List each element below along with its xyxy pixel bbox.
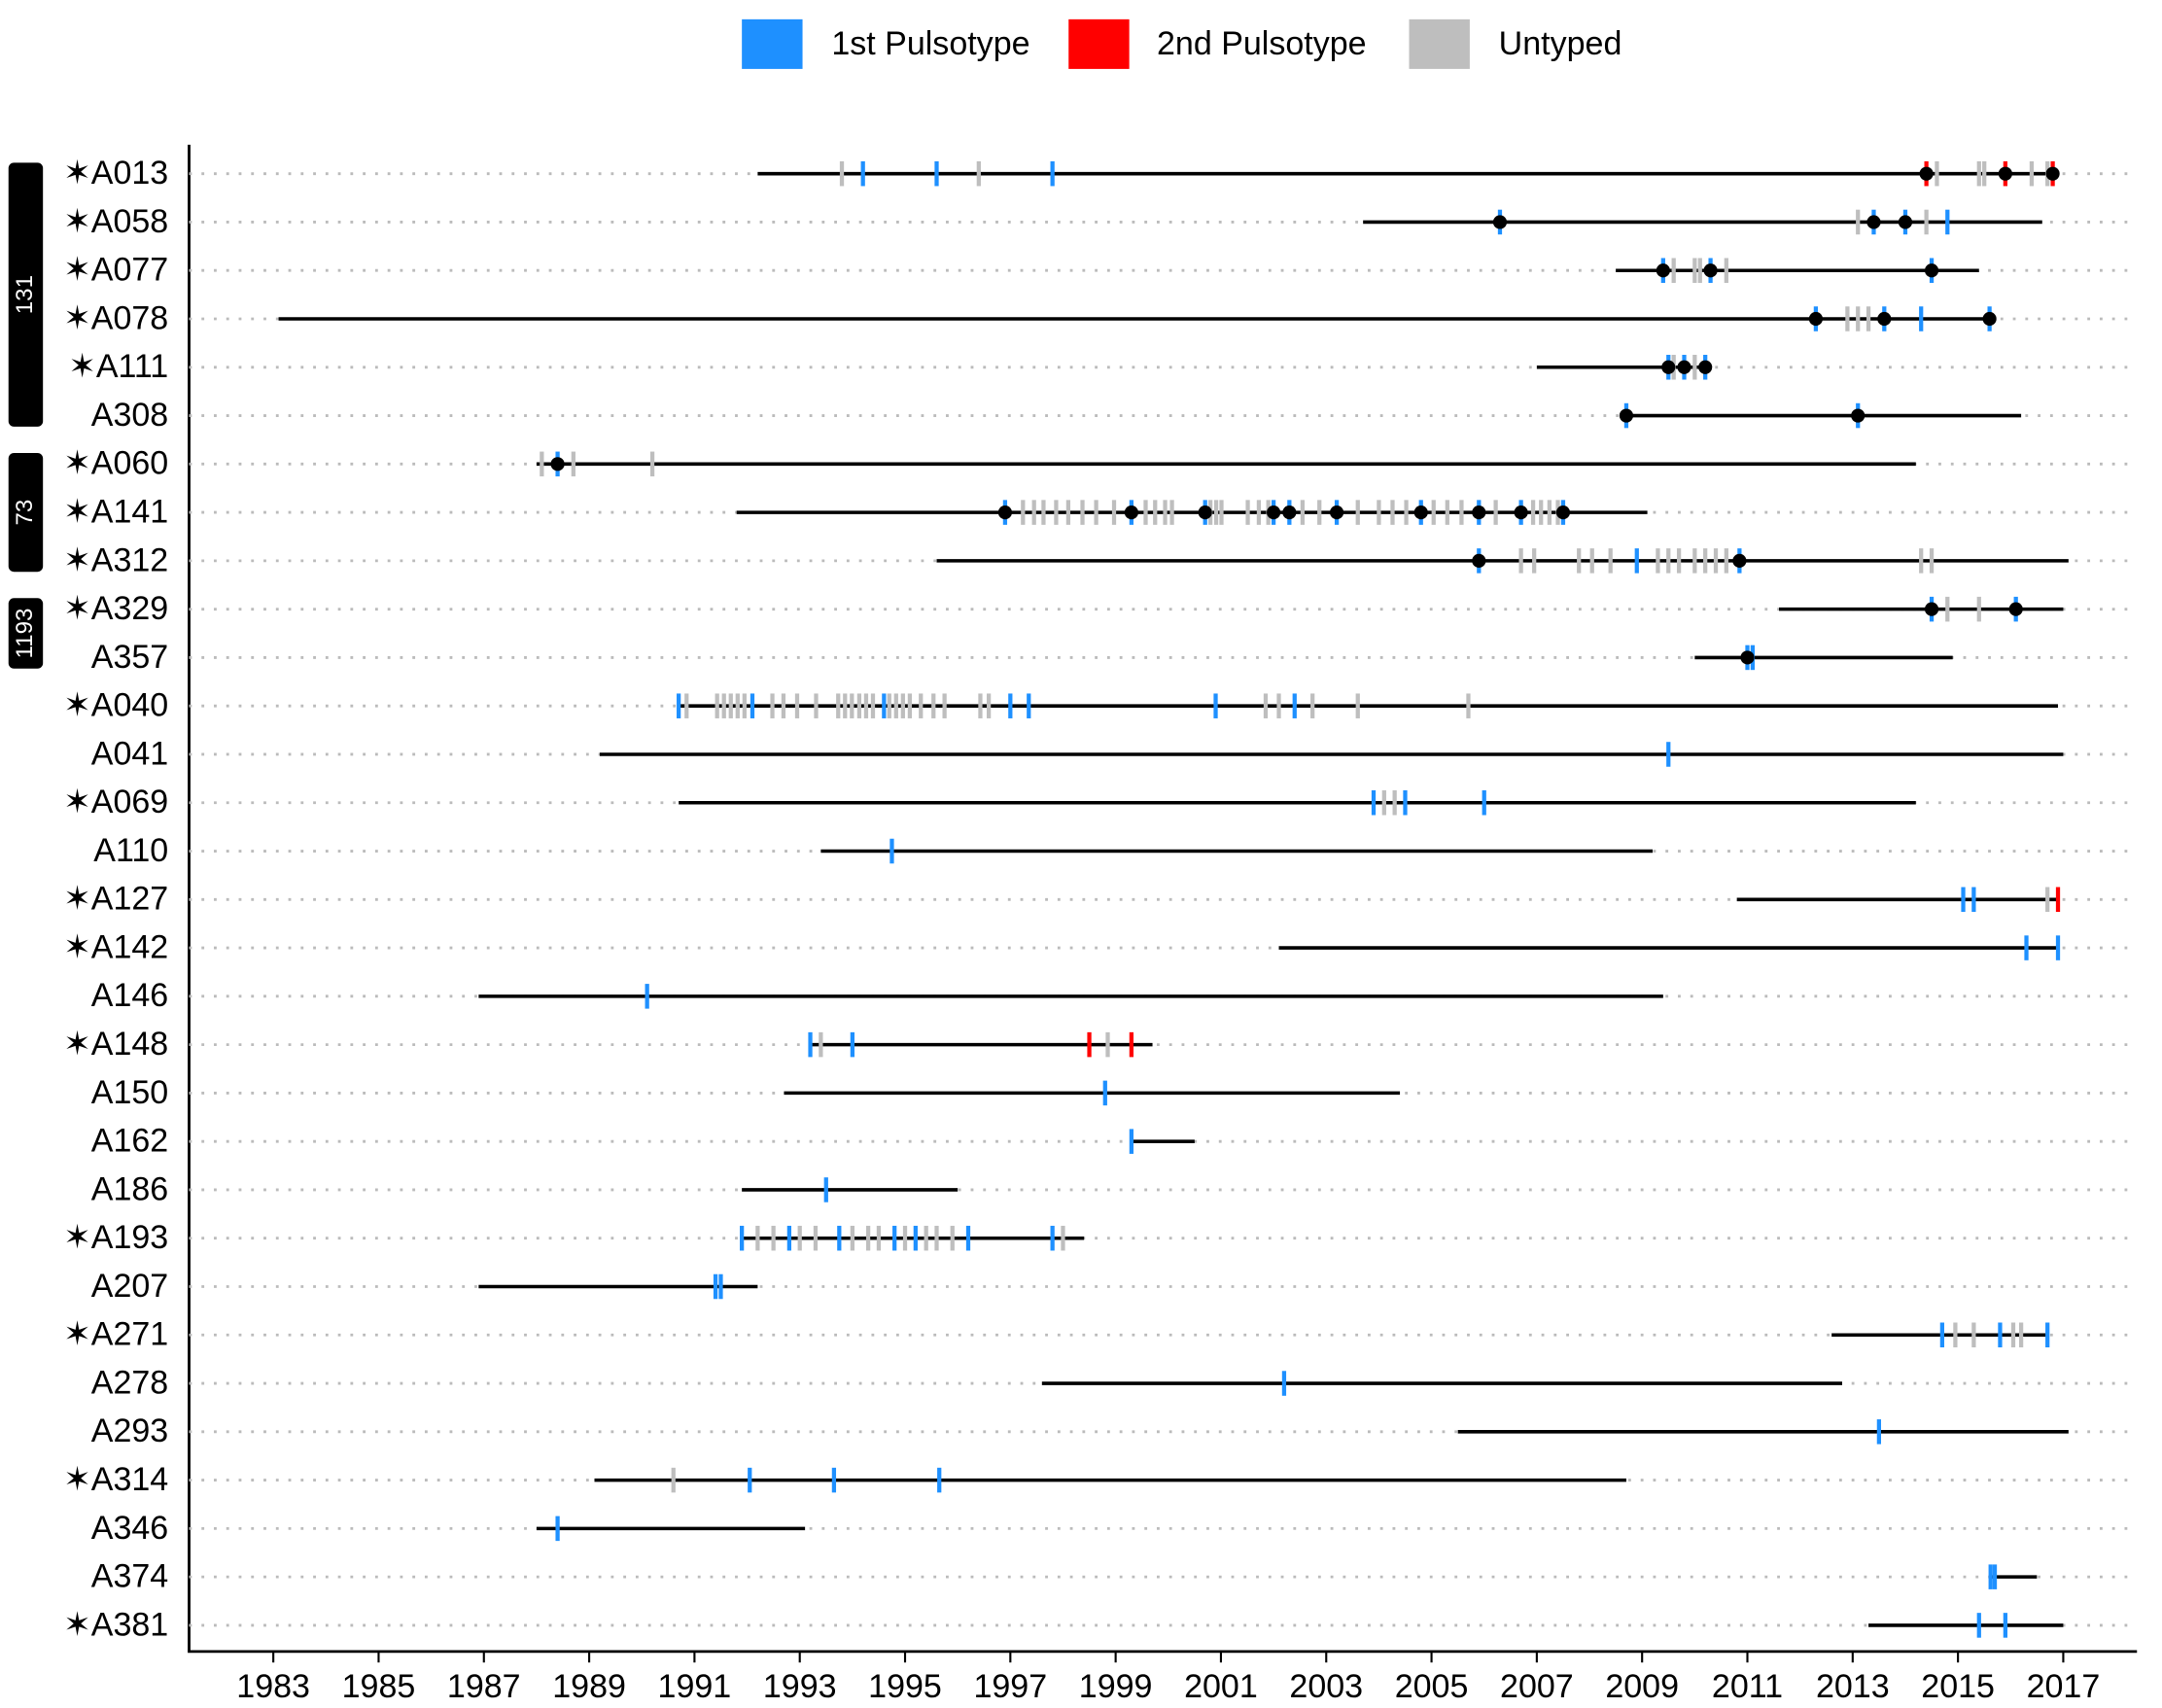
row-label: A207 — [91, 1268, 168, 1305]
legend: 1st Pulsotype 2nd Pulsotype Untyped — [742, 18, 1622, 69]
row-label: ✶A127 — [63, 881, 168, 918]
isolate-dot — [1998, 166, 2012, 181]
legend-label: Untyped — [1499, 25, 1622, 62]
row-label: ✶A271 — [63, 1316, 168, 1353]
isolate-dot — [1919, 166, 1934, 181]
isolate-dot — [1898, 215, 1913, 229]
legend-swatch — [742, 18, 803, 69]
legend-label: 2nd Pulsotype — [1157, 25, 1367, 62]
isolate-dot — [1877, 311, 1892, 327]
isolate-dot — [1982, 311, 1997, 327]
isolate-dot — [1851, 408, 1866, 423]
group-label: 131 — [12, 275, 38, 314]
group-label: 73 — [12, 500, 38, 526]
isolate-dot — [1619, 408, 1634, 423]
row-label: A278 — [91, 1364, 168, 1401]
x-tick-label: 1985 — [342, 1668, 416, 1705]
isolate-dot — [1413, 505, 1428, 520]
isolate-dot — [1677, 360, 1691, 374]
x-tick-label: 1999 — [1079, 1668, 1153, 1705]
isolate-dot — [1661, 360, 1676, 374]
row-label: A293 — [91, 1412, 168, 1449]
row-label: ✶A314 — [63, 1461, 168, 1498]
row-label: A150 — [91, 1074, 168, 1111]
isolate-dot — [1492, 215, 1508, 229]
row-label: A346 — [91, 1510, 168, 1547]
row-label: A374 — [91, 1558, 168, 1595]
isolate-dot — [1514, 505, 1528, 520]
isolate-dot — [1282, 505, 1297, 520]
x-tick-label: 2001 — [1184, 1668, 1258, 1705]
row-label: ✶A148 — [63, 1026, 168, 1063]
x-tick-label: 1997 — [973, 1668, 1047, 1705]
isolate-dot — [1555, 505, 1571, 520]
row-label: ✶A381 — [63, 1606, 168, 1643]
x-tick-label: 2003 — [1289, 1668, 1363, 1705]
group-box — [8, 598, 44, 669]
isolate-dot — [2008, 602, 2023, 616]
row-label: ✶A329 — [63, 590, 168, 627]
row-label: A186 — [91, 1170, 168, 1207]
x-tick-label: 1989 — [552, 1668, 626, 1705]
row-label: A146 — [91, 977, 168, 1014]
isolate-dot — [1198, 505, 1212, 520]
isolate-dot — [1656, 263, 1670, 278]
isolate-dot — [1472, 553, 1486, 568]
x-tick-label: 2007 — [1500, 1668, 1574, 1705]
x-tick-label: 2015 — [1921, 1668, 1995, 1705]
row-label: ✶A060 — [63, 445, 168, 482]
legend-swatch — [1068, 18, 1130, 69]
x-tick-label: 1983 — [236, 1668, 310, 1705]
row-label: A162 — [91, 1123, 168, 1160]
isolate-dot — [1124, 505, 1138, 520]
isolate-dot — [550, 457, 565, 471]
row-label: ✶A040 — [63, 687, 168, 724]
row-label: ✶A142 — [63, 928, 168, 965]
isolate-dot — [1698, 360, 1713, 374]
legend-swatch — [1409, 18, 1470, 69]
row-label: A308 — [91, 397, 168, 434]
isolate-dot — [1703, 263, 1718, 278]
group-label: 1193 — [12, 609, 38, 659]
legend-label: 1st Pulsotype — [831, 25, 1029, 62]
isolate-dot — [1329, 505, 1344, 520]
isolate-dot — [1866, 215, 1881, 229]
isolate-dot — [997, 505, 1013, 520]
row-label: ✶A193 — [63, 1219, 168, 1256]
x-tick-label: 1995 — [868, 1668, 942, 1705]
row-label: A357 — [91, 639, 168, 676]
isolate-dot — [1732, 553, 1747, 568]
group-box — [8, 452, 44, 573]
isolate-dot — [1267, 505, 1281, 520]
row-label: ✶A141 — [63, 494, 168, 531]
isolate-dot — [1924, 602, 1939, 616]
x-tick-label: 1987 — [447, 1668, 521, 1705]
row-label: ✶A312 — [63, 541, 168, 578]
row-label: ✶A078 — [63, 299, 168, 336]
isolate-dot — [2045, 166, 2060, 181]
row-label: ✶A069 — [63, 784, 168, 820]
x-tick-label: 2005 — [1395, 1668, 1469, 1705]
row-label: ✶A013 — [63, 155, 168, 192]
row-label: A110 — [93, 832, 168, 869]
x-tick-label: 1991 — [658, 1668, 732, 1705]
row-label: ✶A077 — [63, 252, 168, 289]
x-tick-label: 2017 — [2027, 1668, 2101, 1705]
isolate-dot — [1472, 505, 1486, 520]
row-label: ✶A111 — [68, 348, 168, 385]
row-label: ✶A058 — [63, 203, 168, 240]
x-tick-label: 1993 — [763, 1668, 837, 1705]
isolate-dot — [1808, 311, 1823, 327]
x-tick-label: 2009 — [1605, 1668, 1679, 1705]
isolate-dot — [1740, 650, 1755, 665]
row-label: A041 — [91, 735, 168, 772]
x-tick-label: 2013 — [1816, 1668, 1890, 1705]
group-box — [8, 162, 44, 427]
x-tick-label: 2011 — [1712, 1668, 1783, 1705]
isolate-dot — [1924, 263, 1939, 278]
